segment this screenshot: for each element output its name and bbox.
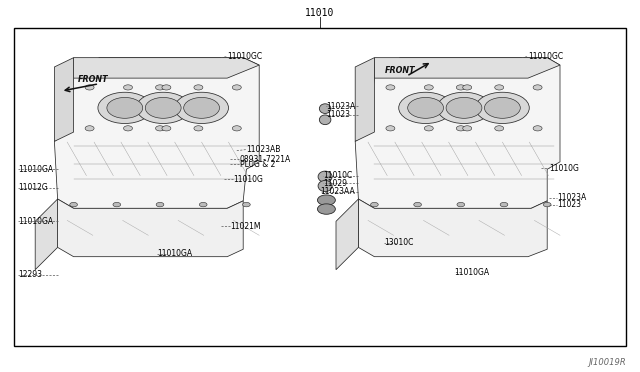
Circle shape xyxy=(162,126,171,131)
Polygon shape xyxy=(35,199,58,270)
Circle shape xyxy=(476,92,529,124)
Circle shape xyxy=(456,85,465,90)
Text: 11023: 11023 xyxy=(326,110,351,119)
Circle shape xyxy=(232,85,241,90)
Circle shape xyxy=(85,126,94,131)
Circle shape xyxy=(399,92,452,124)
Polygon shape xyxy=(74,58,259,78)
Circle shape xyxy=(463,85,472,90)
Text: 11021M: 11021M xyxy=(230,222,261,231)
Circle shape xyxy=(386,126,395,131)
Circle shape xyxy=(424,126,433,131)
Text: 11010GA: 11010GA xyxy=(18,217,53,226)
Circle shape xyxy=(162,85,171,90)
Circle shape xyxy=(194,85,203,90)
Text: 11023AB: 11023AB xyxy=(246,145,281,154)
Circle shape xyxy=(386,85,395,90)
Circle shape xyxy=(243,202,250,207)
Ellipse shape xyxy=(319,115,331,125)
Text: 11010: 11010 xyxy=(305,8,335,18)
Circle shape xyxy=(446,97,482,118)
Bar xyxy=(14,28,626,346)
Circle shape xyxy=(156,202,164,207)
Text: 11023: 11023 xyxy=(557,200,581,209)
Ellipse shape xyxy=(318,180,332,192)
Text: 12293: 12293 xyxy=(18,270,42,279)
Polygon shape xyxy=(358,199,547,257)
Text: PLUG & 2: PLUG & 2 xyxy=(240,160,275,169)
Polygon shape xyxy=(355,58,374,141)
Circle shape xyxy=(194,126,203,131)
Circle shape xyxy=(424,85,433,90)
Circle shape xyxy=(200,202,207,207)
Circle shape xyxy=(156,126,164,131)
Circle shape xyxy=(495,126,504,131)
Circle shape xyxy=(456,126,465,131)
Text: 11010GC: 11010GC xyxy=(528,52,563,61)
Polygon shape xyxy=(58,199,243,257)
Circle shape xyxy=(107,97,143,118)
Circle shape xyxy=(124,85,132,90)
Circle shape xyxy=(70,202,77,207)
Circle shape xyxy=(124,126,132,131)
Text: FRONT: FRONT xyxy=(77,76,108,84)
Ellipse shape xyxy=(319,104,331,113)
Circle shape xyxy=(457,202,465,207)
Text: 08931-7221A: 08931-7221A xyxy=(240,155,291,164)
Text: 11010C: 11010C xyxy=(323,171,353,180)
Text: 11012G: 11012G xyxy=(18,183,47,192)
Text: 13010C: 13010C xyxy=(384,238,413,247)
Circle shape xyxy=(414,202,422,207)
Text: 11010G: 11010G xyxy=(234,175,264,184)
Text: 11010G: 11010G xyxy=(549,164,579,173)
Circle shape xyxy=(533,126,542,131)
Circle shape xyxy=(495,85,504,90)
Text: JI10019R: JI10019R xyxy=(588,358,626,367)
Circle shape xyxy=(543,202,551,207)
Polygon shape xyxy=(54,58,259,208)
Text: 11023A: 11023A xyxy=(326,102,356,110)
Ellipse shape xyxy=(318,171,332,182)
Circle shape xyxy=(371,202,378,207)
Circle shape xyxy=(437,92,491,124)
Text: 11029: 11029 xyxy=(323,179,347,187)
Circle shape xyxy=(113,202,120,207)
Circle shape xyxy=(136,92,190,124)
Text: 11010GA: 11010GA xyxy=(157,249,192,258)
Circle shape xyxy=(85,85,94,90)
Circle shape xyxy=(317,195,335,205)
Circle shape xyxy=(145,97,181,118)
Circle shape xyxy=(317,204,335,214)
Text: 11010GC: 11010GC xyxy=(227,52,262,61)
Text: FRONT: FRONT xyxy=(385,66,415,75)
Circle shape xyxy=(533,85,542,90)
Polygon shape xyxy=(374,58,560,78)
Text: 11023AA: 11023AA xyxy=(320,187,355,196)
Circle shape xyxy=(463,126,472,131)
Circle shape xyxy=(175,92,228,124)
Text: 11023A: 11023A xyxy=(557,193,586,202)
Circle shape xyxy=(156,85,164,90)
Circle shape xyxy=(98,92,152,124)
Text: 11010GA: 11010GA xyxy=(18,165,53,174)
Polygon shape xyxy=(54,58,74,141)
Polygon shape xyxy=(336,199,358,270)
Circle shape xyxy=(500,202,508,207)
Polygon shape xyxy=(355,58,560,208)
Circle shape xyxy=(408,97,444,118)
Circle shape xyxy=(184,97,220,118)
Text: 11010GA: 11010GA xyxy=(454,268,490,277)
Circle shape xyxy=(232,126,241,131)
Circle shape xyxy=(484,97,520,118)
